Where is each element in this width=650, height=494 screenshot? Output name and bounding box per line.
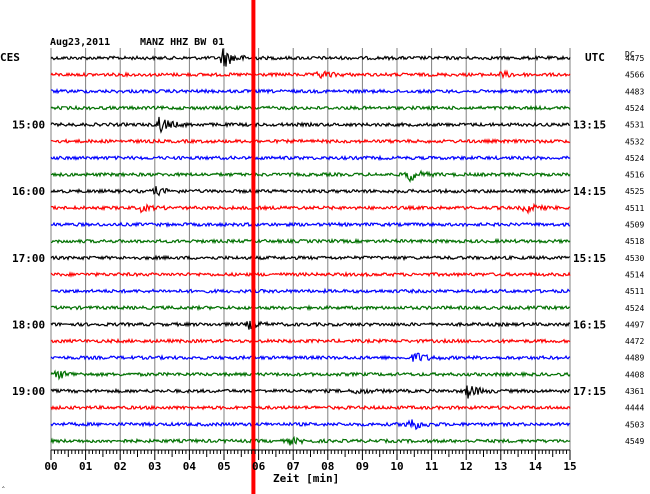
corner-mark: ‸ [2,479,5,488]
dc-value: 4532 [625,137,644,146]
seismic-trace [50,385,571,399]
seismic-trace [50,254,571,262]
x-tick-label: 01 [79,460,93,473]
x-tick-label: 03 [148,460,161,473]
dc-value: 4444 [625,404,644,413]
seismic-trace [50,69,571,80]
seismic-trace [50,138,571,145]
x-tick-label: 15 [563,460,576,473]
right-time-label: 16:15 [573,318,606,331]
dc-value: 4518 [625,237,644,246]
dc-value: 4475 [625,54,644,63]
left-time-label: 18:00 [12,318,45,331]
seismic-trace [50,404,571,411]
left-time-label: 19:00 [12,385,45,398]
seismic-trace [50,221,571,228]
seismic-trace [50,169,571,184]
x-tick-label: 04 [183,460,197,473]
x-tick-label: 12 [460,460,473,473]
dc-values: 4475 4566 4483 4524 4531 4532 4524 4516 4525 4511… [625,54,644,446]
seismic-trace [50,419,571,431]
x-tick-label: 10 [390,460,403,473]
x-axis: 00 01 02 03 04 05 06 07 08 09 10 11 12 13 14 15 [44,449,577,473]
seismic-trace [50,116,570,134]
seismic-trace [50,237,571,245]
dc-value: 4511 [625,204,644,213]
x-tick-label: 05 [217,460,230,473]
seismic-trace [50,287,571,295]
plot-station: MANZ HHZ BW 01 [140,37,224,48]
seismic-trace [50,270,571,278]
dc-value: 4524 [625,304,644,313]
left-time-label: 15:00 [12,119,45,132]
seismic-trace [50,304,571,312]
left-timezone-label: CES [0,51,20,64]
x-axis-label: Zeit [min] [273,472,339,485]
dc-value: 4472 [625,337,644,346]
dc-value: 4503 [625,420,644,429]
dc-value: 4511 [625,287,644,296]
dc-value: 4509 [625,221,644,230]
dc-value: 4483 [625,87,644,96]
right-time-label: 13:15 [573,119,606,132]
dc-value: 4497 [625,320,644,329]
left-time-label: 17:00 [12,252,45,265]
seismic-trace [50,352,571,362]
seismic-trace [50,154,571,161]
dc-value: 4361 [625,387,644,396]
seismic-trace [50,435,571,446]
right-time-label: 15:15 [573,252,606,265]
dc-header: DC [625,50,635,59]
dc-value: 4514 [625,270,644,279]
dc-value: 4531 [625,121,644,130]
dc-value: 4489 [625,354,644,363]
seismic-trace [50,369,571,381]
right-time-label: 14:15 [573,185,606,198]
x-tick-label: 14 [529,460,543,473]
grid-lines [50,48,571,452]
x-tick-label: 09 [356,460,369,473]
left-time-label: 16:00 [12,185,45,198]
x-tick-label: 02 [114,460,127,473]
x-tick-label: 00 [44,460,57,473]
seismic-trace [50,320,571,330]
trace-layer [50,48,571,446]
dc-value: 4549 [625,437,644,446]
seismic-trace [50,186,571,197]
dc-value: 4516 [625,171,644,180]
seismic-trace [51,87,571,95]
x-tick-label: 07 [287,460,300,473]
dc-value: 4566 [625,71,644,80]
seismic-trace [50,202,571,215]
dc-value: 4525 [625,187,644,196]
plot-date: Aug23,2011 [50,37,110,48]
dc-value: 4524 [625,104,644,113]
seismic-trace [50,104,571,112]
dc-value: 4408 [625,370,644,379]
x-tick-label: 11 [425,460,439,473]
time-labels: 15:00 13:15 16:00 14:15 17:00 15:15 18:00 16:15… [12,119,606,398]
dc-value: 4524 [625,154,644,163]
right-time-label: 17:15 [573,385,606,398]
x-tick-label: 13 [494,460,507,473]
seismic-trace [50,337,571,345]
seismic-trace [50,48,571,67]
dc-value: 4530 [625,254,644,263]
right-timezone-label: UTC [585,51,605,64]
x-tick-label: 08 [321,460,334,473]
x-tick-label: 06 [252,460,266,473]
